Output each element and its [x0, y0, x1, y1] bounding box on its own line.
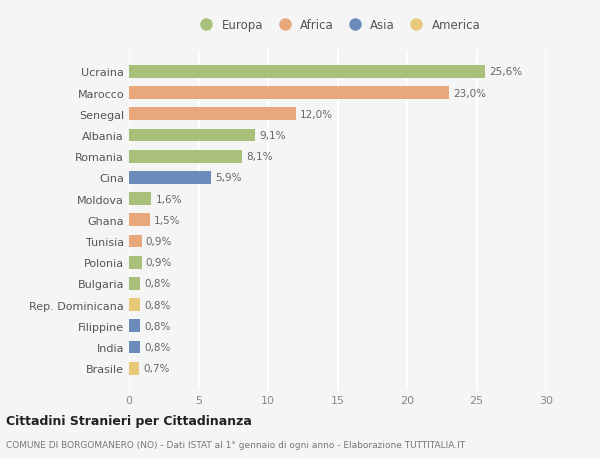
Bar — [129, 362, 139, 375]
Text: 12,0%: 12,0% — [300, 110, 333, 119]
Bar — [129, 320, 140, 332]
Text: 1,6%: 1,6% — [155, 194, 182, 204]
Text: 0,7%: 0,7% — [143, 364, 169, 373]
Text: COMUNE DI BORGOMANERO (NO) - Dati ISTAT al 1° gennaio di ogni anno - Elaborazion: COMUNE DI BORGOMANERO (NO) - Dati ISTAT … — [6, 441, 465, 449]
Bar — [129, 235, 142, 248]
Text: 0,8%: 0,8% — [144, 300, 170, 310]
Text: 0,8%: 0,8% — [144, 321, 170, 331]
Bar — [129, 193, 151, 206]
Bar — [129, 172, 211, 185]
Text: 0,8%: 0,8% — [144, 342, 170, 352]
Text: 1,5%: 1,5% — [154, 215, 181, 225]
Text: 25,6%: 25,6% — [489, 67, 522, 77]
Bar — [129, 129, 256, 142]
Text: 8,1%: 8,1% — [246, 152, 272, 162]
Bar — [129, 87, 449, 100]
Text: 0,9%: 0,9% — [146, 236, 172, 246]
Text: 0,9%: 0,9% — [146, 257, 172, 268]
Bar — [129, 66, 485, 78]
Text: 0,8%: 0,8% — [144, 279, 170, 289]
Bar — [129, 256, 142, 269]
Bar — [129, 341, 140, 353]
Text: 5,9%: 5,9% — [215, 173, 242, 183]
Bar — [129, 277, 140, 290]
Bar — [129, 214, 150, 227]
Text: 23,0%: 23,0% — [453, 89, 486, 98]
Text: 9,1%: 9,1% — [260, 131, 286, 141]
Bar — [129, 298, 140, 311]
Bar — [129, 108, 296, 121]
Legend: Europa, Africa, Asia, America: Europa, Africa, Asia, America — [194, 19, 481, 32]
Bar — [129, 151, 242, 163]
Text: Cittadini Stranieri per Cittadinanza: Cittadini Stranieri per Cittadinanza — [6, 414, 252, 428]
